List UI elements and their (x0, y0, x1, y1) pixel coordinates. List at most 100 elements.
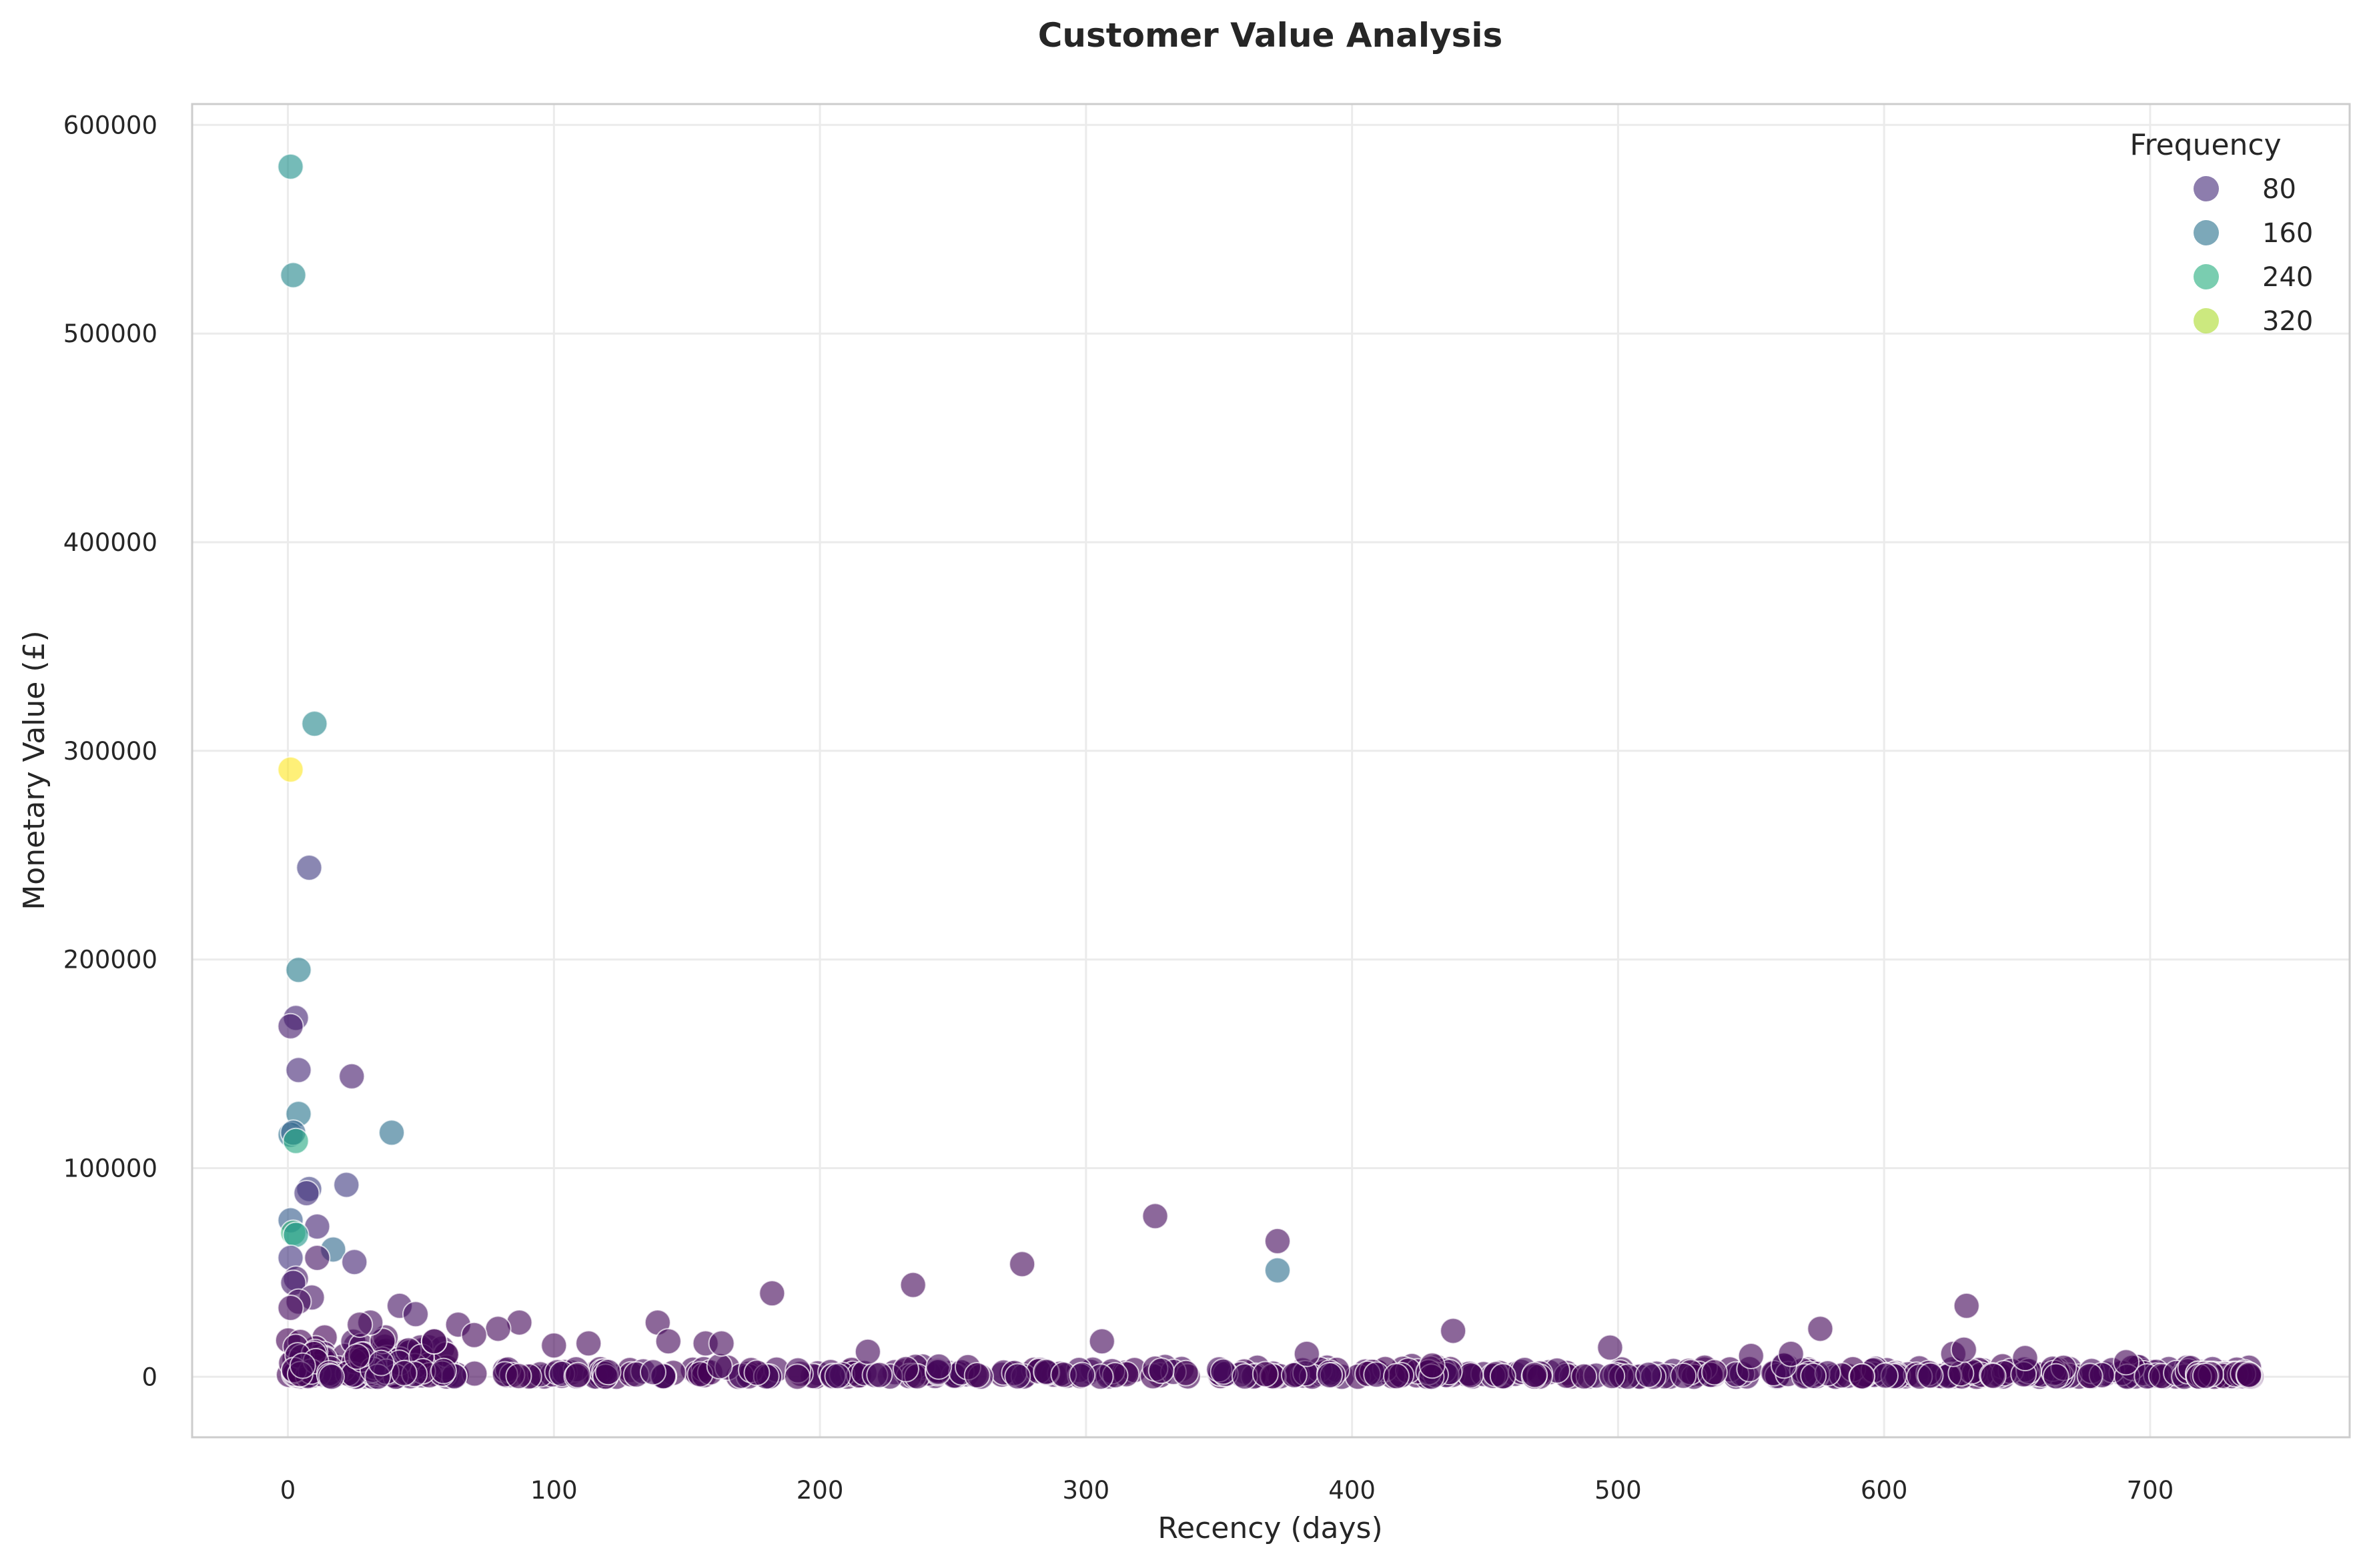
x-tick-label: 500 (1594, 1476, 1642, 1505)
data-point (430, 1357, 457, 1385)
data-point (1849, 1363, 1876, 1390)
data-point (277, 1012, 304, 1040)
data-point (2192, 1362, 2219, 1389)
data-point (1800, 1362, 1827, 1389)
data-point (293, 1179, 320, 1207)
data-point (866, 1361, 893, 1389)
y-tick-label: 600000 (63, 111, 157, 139)
data-point (1953, 1292, 1980, 1319)
plot-frame (191, 103, 2351, 1439)
data-point (575, 1330, 602, 1357)
data-point (759, 1280, 786, 1307)
data-point (639, 1359, 666, 1386)
data-point (2042, 1363, 2069, 1390)
legend-title: Frequency (2129, 128, 2281, 162)
y-tick-label: 400000 (63, 528, 157, 557)
data-point (282, 1127, 310, 1154)
data-point (1280, 1361, 1308, 1389)
data-point (824, 1363, 851, 1390)
legend-marker (2194, 308, 2219, 333)
data-point (280, 261, 307, 289)
data-point (1489, 1363, 1516, 1390)
data-point (1004, 1363, 1031, 1390)
y-tick-labels: 0 100000 200000 300000 400000 500000 600000 (63, 111, 157, 1391)
x-tick-label: 200 (797, 1476, 844, 1505)
data-point (892, 1355, 919, 1383)
data-point (654, 1328, 682, 1355)
data-point (540, 1332, 568, 1359)
data-point (505, 1363, 532, 1390)
data-point (2113, 1349, 2140, 1376)
data-point (285, 1056, 312, 1084)
data-point (1979, 1362, 2007, 1389)
plot-area (192, 104, 2350, 1437)
data-point (1009, 1251, 1036, 1278)
data-point (1598, 1363, 1626, 1390)
data-point (344, 1343, 371, 1370)
data-point (1088, 1328, 1115, 1355)
data-point (484, 1315, 512, 1343)
legend: Frequency 80 160 240 320 (2129, 128, 2313, 337)
x-tick-label: 700 (2127, 1476, 2174, 1505)
data-point (390, 1359, 418, 1387)
data-point (925, 1353, 953, 1380)
data-point (1777, 1340, 1805, 1367)
data-point (1635, 1361, 1663, 1389)
legend-label: 320 (2262, 306, 2313, 337)
data-point (1172, 1359, 1200, 1387)
data-point (341, 1249, 368, 1276)
data-point (706, 1353, 733, 1380)
data-point (1264, 1257, 1291, 1284)
data-point (1418, 1352, 1446, 1379)
data-point (368, 1349, 395, 1377)
data-point (1316, 1361, 1343, 1389)
y-tick-label: 0 (141, 1363, 157, 1391)
y-axis-label: Monetary Value (£) (17, 630, 51, 910)
data-point (1917, 1362, 1944, 1389)
data-point (1737, 1342, 1765, 1369)
data-point (420, 1328, 448, 1355)
y-tick-label: 100000 (63, 1154, 157, 1183)
data-point (1264, 1227, 1291, 1255)
data-point (277, 153, 304, 180)
data-point (1570, 1363, 1598, 1390)
data-point (594, 1359, 622, 1386)
data-point (2076, 1363, 2103, 1390)
data-point (277, 1295, 304, 1322)
data-point (2011, 1345, 2039, 1372)
y-tick-label: 200000 (63, 946, 157, 974)
data-point (346, 1311, 374, 1339)
chart-title: Customer Value Analysis (1038, 16, 1503, 55)
x-tick-label: 0 (280, 1476, 296, 1505)
x-tick-label: 100 (530, 1476, 578, 1505)
data-point (333, 1171, 360, 1199)
data-point (285, 956, 312, 984)
data-point (899, 1271, 927, 1299)
data-points (274, 153, 2265, 1391)
x-tick-label: 300 (1063, 1476, 1110, 1505)
data-point (289, 1352, 316, 1379)
data-point (1147, 1357, 1175, 1385)
data-point (304, 1244, 331, 1271)
legend-marker (2194, 220, 2219, 245)
legend-label: 160 (2262, 218, 2313, 249)
data-point (277, 756, 304, 783)
data-point (564, 1361, 592, 1389)
data-point (296, 854, 323, 881)
data-point (338, 1062, 366, 1090)
data-point (318, 1363, 345, 1391)
data-point (743, 1359, 771, 1387)
data-point (378, 1119, 406, 1146)
x-tick-label: 400 (1328, 1476, 1376, 1505)
data-point (854, 1338, 881, 1365)
data-point (1069, 1361, 1096, 1389)
data-point (784, 1363, 811, 1391)
legend-label: 80 (2262, 174, 2296, 205)
data-point (1807, 1315, 1834, 1343)
data-point (2236, 1361, 2263, 1389)
x-tick-labels: 0 100 200 300 400 500 600 700 (280, 1476, 2174, 1505)
data-point (1596, 1334, 1624, 1361)
data-point (402, 1301, 429, 1328)
data-point (1293, 1340, 1320, 1367)
